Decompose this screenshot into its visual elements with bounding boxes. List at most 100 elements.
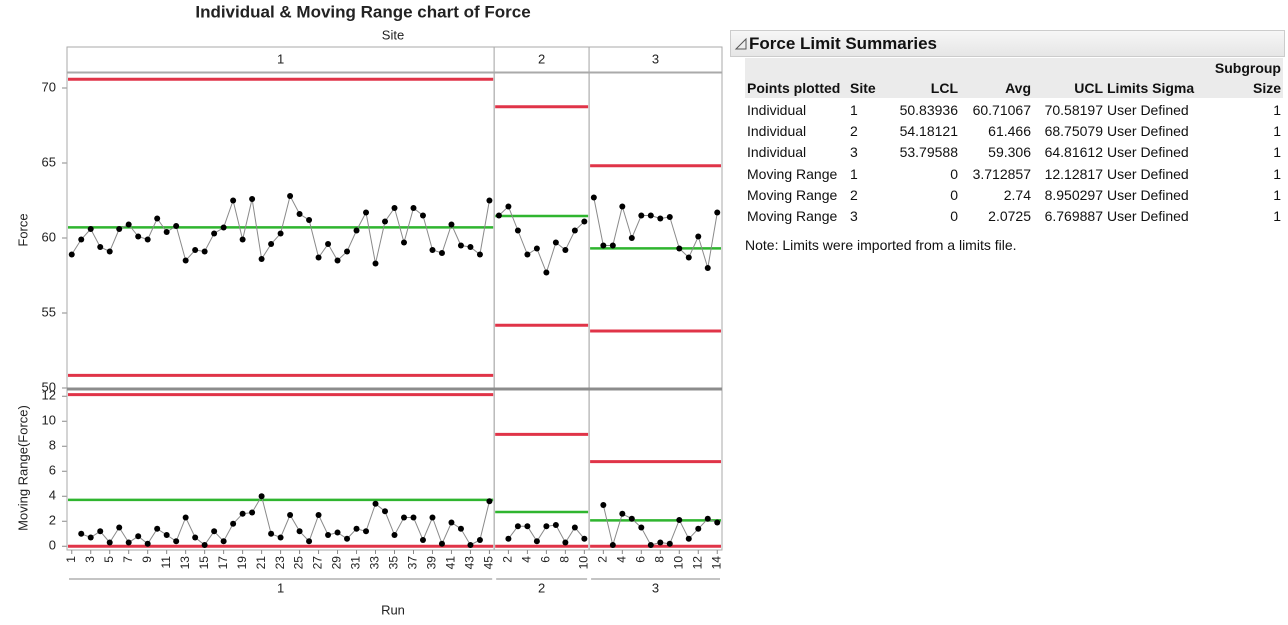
individual-point	[344, 248, 351, 255]
moving-range-point	[600, 502, 607, 508]
table-cell: 0	[950, 186, 958, 203]
individual-point	[315, 254, 322, 261]
moving-range-point	[457, 525, 464, 532]
site-label: 3	[652, 51, 659, 66]
individual-point	[106, 248, 113, 255]
moving-range-point	[400, 514, 407, 521]
moving-range-line	[602, 504, 718, 547]
moving-range-point	[325, 532, 332, 538]
moving-range-point	[666, 540, 673, 547]
moving-range-point	[344, 535, 351, 542]
individual-point	[201, 248, 208, 255]
moving-range-point	[363, 528, 370, 535]
y2-tick-label: 6	[49, 463, 56, 478]
individual-point	[590, 194, 597, 201]
moving-range-point	[704, 515, 711, 522]
moving-range-point	[382, 508, 389, 515]
individual-point	[704, 265, 711, 271]
individual-line	[593, 197, 718, 269]
individual-point	[296, 211, 303, 217]
moving-range-point	[619, 510, 626, 517]
table-cell: 59.306	[988, 144, 1031, 161]
disclosure-icon	[734, 37, 747, 50]
moving-range-point	[268, 530, 275, 537]
moving-range-point	[249, 509, 256, 516]
individual-point	[609, 242, 616, 249]
table-cell: 60.71067	[972, 102, 1031, 118]
moving-range-point	[562, 539, 569, 546]
moving-range-line	[81, 494, 490, 546]
individual-point	[154, 215, 161, 222]
table-cell: 1	[1273, 144, 1281, 161]
table-cell: 2.74	[1003, 186, 1031, 203]
individual-point	[419, 212, 426, 219]
individual-point	[353, 227, 360, 234]
table-cell: 8.950297	[1044, 186, 1103, 203]
moving-range-point	[353, 525, 360, 532]
table-cell: User Defined	[1107, 208, 1189, 224]
table-cell: 1	[1273, 165, 1281, 182]
table-cell: Individual	[747, 144, 807, 161]
site-header	[588, 46, 723, 73]
individual-point	[144, 236, 151, 243]
individual-point	[325, 241, 332, 247]
individual-point	[714, 209, 721, 216]
individual-point	[287, 193, 294, 199]
individual-point	[657, 215, 664, 222]
table-cell: 0	[950, 165, 958, 182]
x-tick-label: 39	[425, 556, 439, 570]
panel	[66, 72, 495, 551]
moving-range-point	[438, 540, 445, 547]
x-tick-label: 14	[709, 556, 723, 570]
individual-point	[647, 212, 654, 219]
moving-range-point	[106, 539, 113, 546]
table-cell: 50.83936	[899, 102, 958, 118]
table-cell: 1	[850, 102, 858, 118]
table-cell: User Defined	[1107, 102, 1189, 118]
x-tick-label: 17	[216, 556, 230, 570]
individual-point	[87, 226, 94, 232]
moving-range-point	[239, 510, 246, 517]
x-tick-label: 6	[633, 556, 647, 563]
individual-point	[685, 254, 692, 261]
table-header[interactable]: Force Limit Summaries	[730, 30, 1285, 57]
table-cell: 3	[850, 208, 858, 224]
table-cell: Moving Range	[747, 186, 838, 203]
x-tick-label: 8	[558, 556, 572, 563]
moving-range-point	[609, 542, 616, 548]
panel	[588, 72, 723, 551]
y-tick-label: 60	[42, 229, 56, 244]
individual-point	[552, 239, 559, 246]
x-tick-label: 33	[368, 556, 382, 570]
individual-point	[628, 235, 635, 241]
table-cell: 3.712857	[972, 165, 1031, 182]
x-tick-label: 2	[596, 556, 610, 563]
site-header	[66, 46, 495, 73]
y-axis-label: Force	[15, 213, 30, 246]
moving-range-point	[201, 542, 208, 548]
individual-point	[638, 212, 645, 219]
x-tick-label: 4	[614, 556, 628, 563]
individual-point	[429, 247, 436, 253]
moving-range-point	[87, 534, 94, 541]
moving-range-point	[695, 525, 702, 532]
x-tick-label: 10	[577, 556, 591, 570]
table-cell: 2	[850, 123, 858, 140]
moving-range-point	[173, 538, 180, 545]
individual-point	[239, 236, 246, 243]
table-cell: 68.75079	[1044, 123, 1103, 140]
column-header: Subgroup Size	[1200, 58, 1283, 98]
y-tick-label: 65	[42, 154, 56, 169]
table-cell: Individual	[747, 123, 807, 140]
site-axis-label: 2	[538, 580, 545, 595]
chart: Individual & Moving Range chart of Force…	[15, 2, 723, 617]
moving-range-point	[144, 540, 151, 547]
individual-point	[495, 212, 502, 219]
individual-point	[486, 197, 493, 204]
x-tick-label: 9	[140, 556, 154, 563]
moving-range-point	[211, 528, 218, 535]
y2-tick-label: 2	[49, 513, 56, 528]
individual-point	[410, 205, 417, 211]
moving-range-point	[524, 523, 531, 530]
